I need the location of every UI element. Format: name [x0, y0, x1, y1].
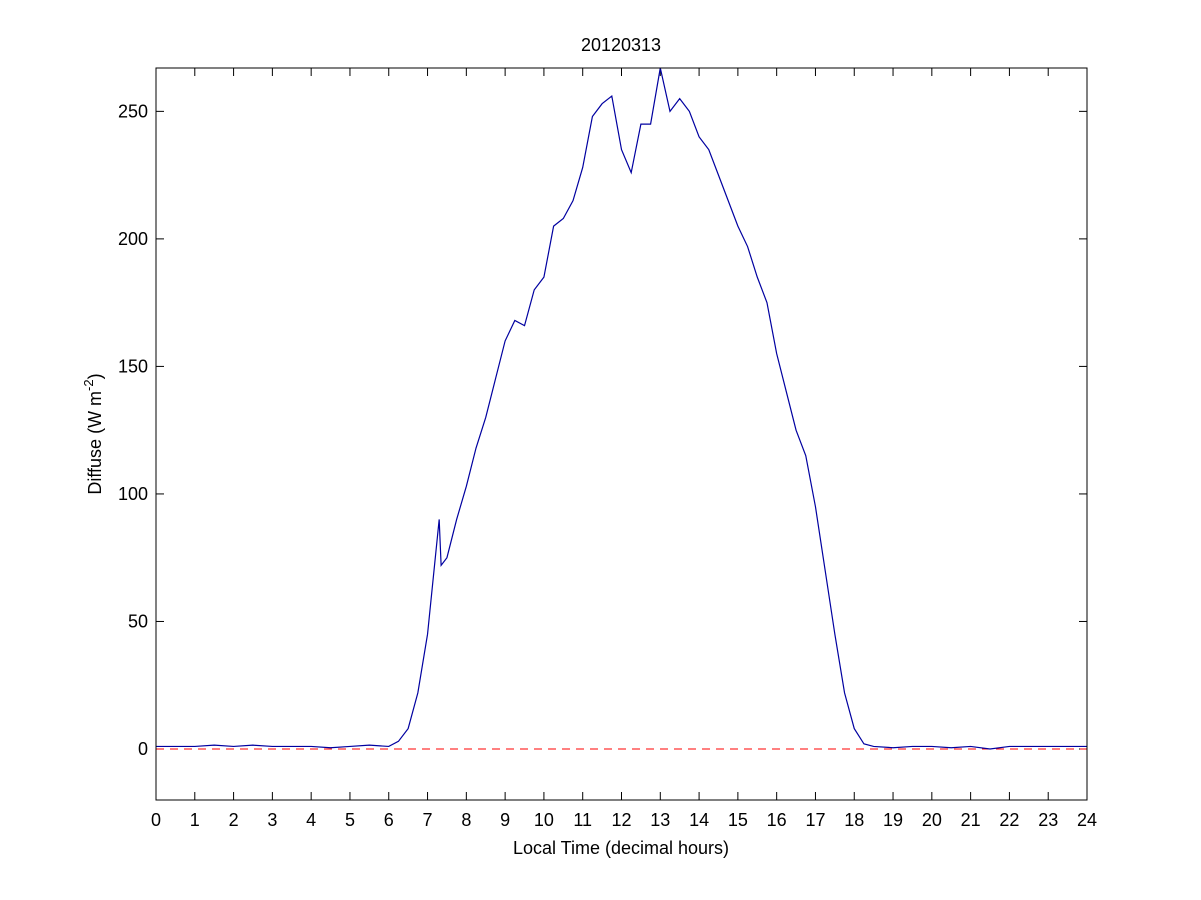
x-tick-label: 3 — [267, 810, 277, 830]
y-tick-label: 200 — [118, 229, 148, 249]
x-tick-label: 13 — [650, 810, 670, 830]
x-tick-label: 4 — [306, 810, 316, 830]
x-tick-label: 6 — [384, 810, 394, 830]
x-tick-label: 16 — [767, 810, 787, 830]
x-tick-label: 10 — [534, 810, 554, 830]
x-tick-label: 0 — [151, 810, 161, 830]
x-tick-label: 18 — [844, 810, 864, 830]
chart-title: 20120313 — [581, 35, 661, 55]
x-axis-label: Local Time (decimal hours) — [513, 838, 729, 858]
y-tick-label: 0 — [138, 739, 148, 759]
y-label-sup: -2 — [81, 379, 96, 391]
data-line — [156, 67, 1087, 750]
x-tick-label: 11 — [573, 810, 592, 830]
y-label-end: ) — [85, 373, 105, 379]
y-tick-label: 50 — [128, 611, 148, 631]
x-tick-label: 14 — [689, 810, 709, 830]
x-tick-label: 19 — [883, 810, 903, 830]
y-tick-label: 250 — [118, 101, 148, 121]
plot-frame — [155, 67, 1088, 801]
x-tick-label: 7 — [423, 810, 433, 830]
x-tick-label: 20 — [922, 810, 942, 830]
x-tick-label: 17 — [805, 810, 825, 830]
x-tick-label: 9 — [500, 810, 510, 830]
x-tick-label: 12 — [611, 810, 631, 830]
x-tick-label: 8 — [461, 810, 471, 830]
x-tick-label: 5 — [345, 810, 355, 830]
x-tick-label: 21 — [961, 810, 981, 830]
x-tick-label: 1 — [190, 810, 200, 830]
y-tick-label: 100 — [118, 484, 148, 504]
x-tick-label: 2 — [229, 810, 239, 830]
y-label-text: Diffuse (W m — [85, 391, 105, 495]
x-tick-label: 23 — [1038, 810, 1058, 830]
y-axis-label: Diffuse (W m-2) — [81, 373, 105, 494]
x-tick-label: 15 — [728, 810, 748, 830]
x-tick-label: 22 — [999, 810, 1019, 830]
x-tick-label: 24 — [1077, 810, 1097, 830]
y-tick-label: 150 — [118, 356, 148, 376]
